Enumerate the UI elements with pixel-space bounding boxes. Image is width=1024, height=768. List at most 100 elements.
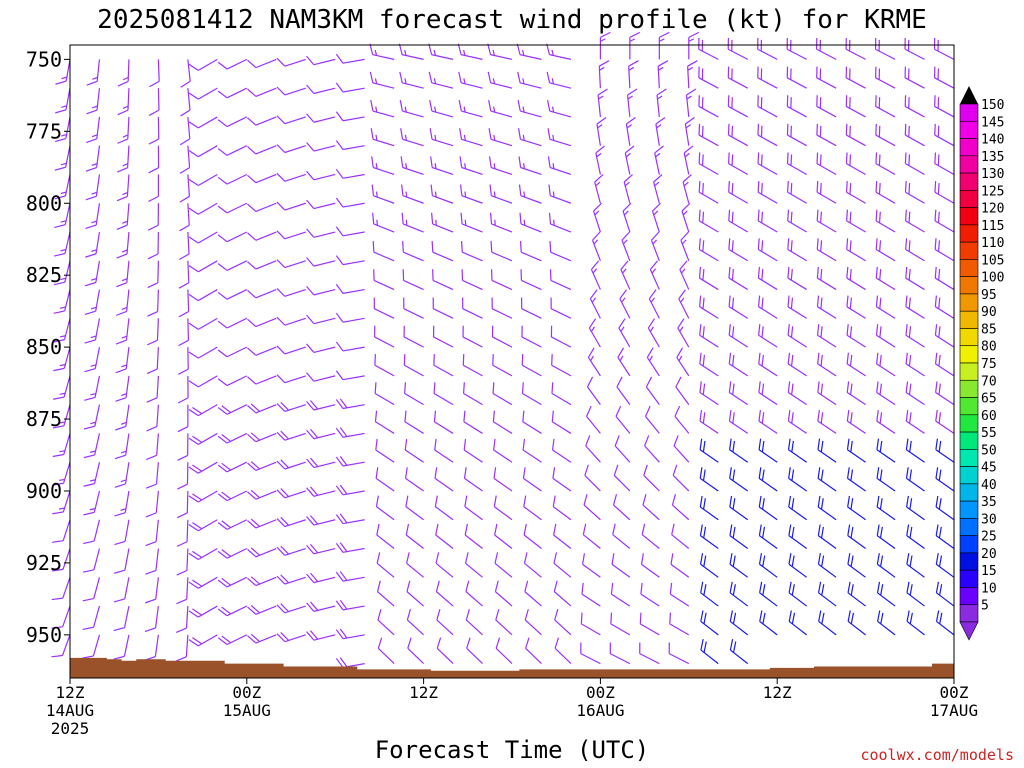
barb-flag [850, 469, 854, 481]
wind-barb [935, 610, 955, 636]
wind-barb [188, 317, 218, 330]
wind-barb [551, 438, 572, 463]
barb-staff [493, 449, 513, 463]
wind-barb [727, 95, 749, 118]
barb-half-flag [492, 49, 496, 56]
wind-barb [651, 202, 661, 233]
barb-flag [908, 383, 912, 395]
barb-staff [155, 490, 159, 513]
wind-barb [54, 116, 71, 143]
barb-flag [908, 125, 910, 138]
wind-barb [371, 184, 395, 204]
barb-flag [790, 211, 793, 223]
barb-flag [370, 99, 374, 112]
barb-flag [598, 60, 610, 67]
barb-flag [114, 540, 126, 546]
barb-flag [145, 512, 157, 518]
wind-barb [376, 580, 395, 607]
wind-barb [217, 576, 248, 588]
barb-staff [404, 421, 424, 434]
wind-barb [904, 209, 925, 233]
wind-barb [787, 266, 807, 291]
wind-barb [177, 433, 189, 461]
barb-half-flag [463, 134, 466, 141]
wind-barb [188, 173, 218, 186]
colorbar-label: 45 [981, 461, 997, 476]
wind-barb [113, 634, 130, 660]
barb-flag [817, 381, 820, 393]
wind-barb [306, 257, 336, 267]
barb-staff [313, 288, 336, 296]
barb-flag [462, 297, 464, 309]
barb-half-flag [493, 134, 496, 141]
barb-flag [188, 495, 199, 503]
wind-barb [276, 516, 306, 528]
barb-flag [787, 266, 790, 279]
barb-half-flag [620, 326, 625, 332]
wind-barb [727, 123, 749, 147]
barb-flag [933, 38, 936, 50]
barb-flag [192, 608, 203, 616]
barb-flag [583, 494, 588, 506]
wind-barb [935, 438, 955, 463]
barb-staff [226, 375, 248, 387]
barb-half-flag [59, 450, 65, 453]
barb-staff [226, 231, 248, 243]
colorbar-swatch [959, 483, 979, 502]
barb-flag [188, 380, 199, 388]
barb-flag [188, 466, 199, 474]
barb-staff [436, 647, 454, 665]
barb-flag [177, 397, 189, 404]
barb-staff [520, 251, 542, 262]
barb-flag [306, 113, 315, 123]
wind-barb [247, 518, 277, 529]
barb-flag [685, 116, 695, 125]
wind-barb [404, 410, 424, 434]
barb-flag [188, 351, 199, 359]
barb-half-flag [121, 393, 127, 397]
barb-flag [247, 347, 257, 356]
barb-staff [156, 347, 159, 370]
barb-half-flag [91, 220, 97, 224]
barb-flag [192, 637, 203, 645]
barb-flag [698, 209, 701, 221]
wind-barb [86, 88, 101, 115]
wind-barb [585, 435, 601, 463]
barb-flag [875, 209, 878, 221]
wind-barb [552, 495, 572, 521]
barb-flag [845, 181, 848, 193]
barb-flag [614, 435, 620, 447]
barb-flag [934, 238, 937, 250]
barb-flag [622, 202, 632, 212]
barb-half-flag [621, 297, 626, 303]
barb-flag [816, 95, 818, 107]
barb-flag [306, 142, 315, 152]
barb-staff [406, 619, 425, 636]
barb-flag [493, 467, 497, 479]
barb-flag [403, 325, 405, 337]
barb-flag [335, 600, 344, 611]
barb-flag [791, 498, 795, 510]
barb-flag [276, 546, 286, 556]
barb-flag [786, 38, 788, 50]
barb-flag [115, 368, 127, 374]
wind-barb [934, 352, 955, 377]
barb-staff [197, 58, 218, 71]
barb-flag [523, 552, 528, 564]
barb-staff [64, 289, 71, 312]
barb-half-flag [680, 297, 685, 303]
barb-flag [761, 268, 764, 281]
wind-barb [113, 605, 130, 632]
barb-flag [699, 381, 702, 393]
barb-flag [934, 295, 937, 307]
barb-half-flag [464, 219, 467, 226]
barb-half-flag [405, 191, 408, 198]
colorbar-swatch [959, 310, 979, 329]
barb-flag [850, 440, 853, 453]
barb-staff [63, 404, 71, 426]
wind-barb [669, 582, 690, 607]
barb-half-flag [658, 66, 664, 71]
wind-barb [84, 260, 101, 287]
barb-flag [217, 522, 228, 530]
wind-barb [376, 552, 395, 578]
